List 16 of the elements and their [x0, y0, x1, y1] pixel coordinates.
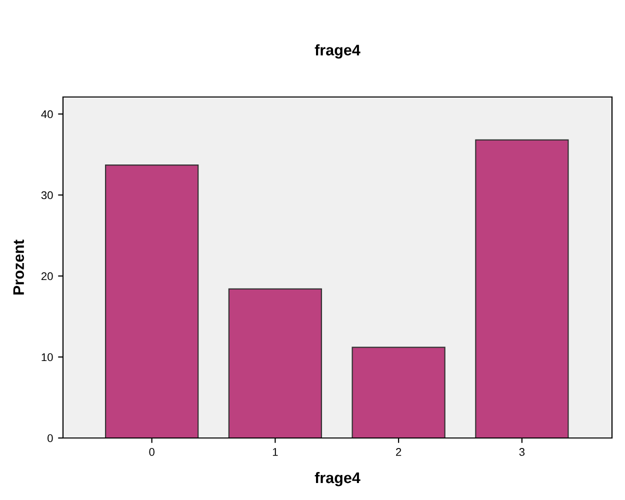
y-tick-label: 10: [42, 353, 53, 362]
x-tick-label: 3: [519, 448, 525, 456]
y-axis-title: Prozent: [13, 240, 24, 294]
y-tick-label: 30: [41, 191, 53, 200]
x-tick-label: 1: [272, 448, 278, 456]
y-tick-label: 40: [41, 110, 53, 118]
bar: [352, 346, 446, 438]
x-axis-title: frage4: [314, 472, 360, 486]
x-tick-label: 0: [149, 448, 154, 456]
x-tick-label: 2: [396, 448, 402, 456]
y-tick-label: 0: [48, 434, 53, 442]
bar: [228, 288, 322, 438]
bar: [475, 139, 569, 438]
y-tick-label: 20: [41, 272, 53, 280]
chart-title: frage4: [314, 44, 360, 59]
bar: [105, 164, 199, 438]
